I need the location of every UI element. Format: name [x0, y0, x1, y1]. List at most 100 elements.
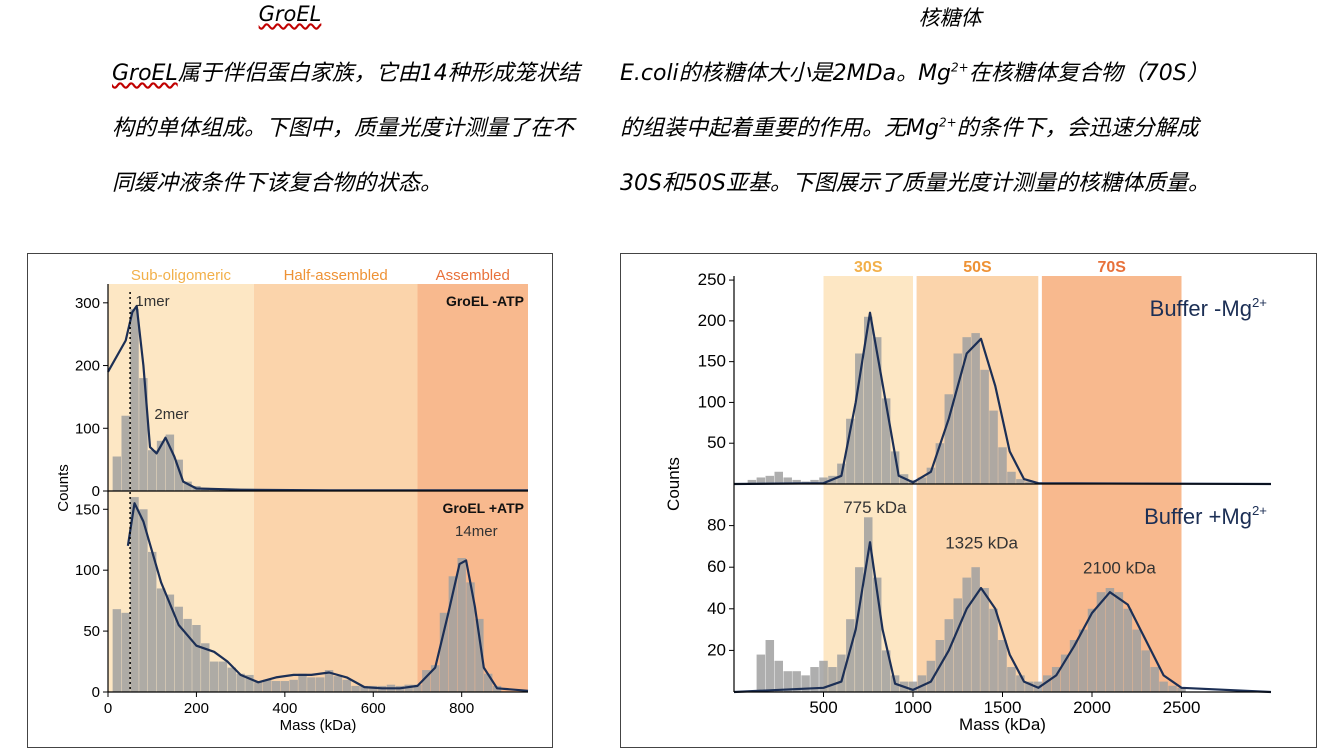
histogram-bar — [307, 677, 316, 692]
histogram-bar — [1168, 685, 1177, 692]
histogram-bar — [917, 675, 927, 692]
histogram-bar — [810, 479, 819, 484]
histogram-bar — [156, 588, 166, 692]
region-label: 50S — [963, 259, 992, 276]
y-tick-label: 250 — [698, 270, 726, 289]
subplot-label: Buffer +Mg2+ — [1144, 503, 1267, 529]
region-label: 70S — [1097, 259, 1126, 276]
histogram-bar — [1087, 608, 1097, 692]
histogram-bar — [413, 684, 422, 692]
histogram-bar — [1051, 667, 1061, 692]
y-tick-label: 0 — [92, 684, 100, 701]
ribosome-chart: 30S 50S 70S 50 100 150 200 250 Buffer -Mg2+ 20 40 6… — [664, 259, 1272, 734]
histogram-bar — [1132, 629, 1142, 692]
fit-curve — [733, 541, 1272, 694]
y-tick-label: 80 — [707, 516, 726, 535]
histogram-bar — [953, 598, 963, 692]
histogram-bar — [1159, 681, 1168, 692]
histogram-bar — [855, 567, 864, 692]
histogram-bar — [245, 674, 254, 692]
histogram-bar — [1177, 687, 1186, 692]
histogram-bar — [971, 333, 980, 484]
histogram-bar — [1123, 608, 1133, 692]
histogram-bar — [872, 577, 882, 692]
mg-superscript-2: 2+ — [938, 115, 957, 130]
histogram-bar — [872, 337, 882, 484]
x-tick-label: 2500 — [1163, 698, 1201, 717]
histogram-bar — [1150, 667, 1159, 692]
histogram-bar — [1060, 654, 1070, 692]
mg-superscript-1: 2+ — [951, 60, 969, 75]
histogram-bar — [783, 477, 792, 484]
histogram-bar — [837, 654, 846, 692]
peak-annotation: 2mer — [154, 406, 188, 423]
histogram-bar — [236, 673, 245, 692]
ribosome-figure: 30S 50S 70S 50 100 150 200 250 Buffer -Mg2+ 20 40 6… — [620, 253, 1317, 748]
left-title: GroEL — [240, 2, 340, 26]
histogram-bar — [756, 654, 766, 692]
histogram-bar — [819, 477, 828, 484]
histogram-bar — [926, 660, 936, 692]
histogram-bar — [792, 671, 801, 692]
histogram-bar — [908, 681, 918, 692]
histogram-bar — [254, 682, 263, 692]
y-tick-label: 0 — [92, 483, 100, 500]
histogram-bar — [448, 576, 458, 692]
histogram-bar — [324, 670, 334, 692]
region-label: 30S — [854, 259, 883, 276]
subplot-label: GroEL +ATP — [442, 500, 524, 516]
histogram-bar — [1016, 675, 1025, 692]
right-line1-a: E.coli的核糖体大小是2MDa。Mg — [620, 61, 952, 86]
histogram-bar — [863, 316, 873, 484]
left-para-line3: 同缓冲液条件下该复合物的状态。 — [112, 171, 443, 196]
histogram-bar — [926, 467, 936, 484]
histogram-bar — [316, 677, 325, 692]
histogram-bar — [890, 451, 900, 484]
histogram-bar — [765, 475, 775, 484]
histogram-bar — [475, 618, 484, 692]
histogram-bar — [1105, 588, 1115, 692]
groel-figure: Sub-oligomeric Half-assembled Assembled 0 10… — [27, 253, 553, 748]
histogram-bar — [1078, 629, 1088, 692]
y-axis-label: Counts — [664, 457, 683, 511]
histogram-bar — [792, 479, 801, 484]
fit-curve — [107, 304, 528, 492]
histogram-bar — [998, 447, 1007, 484]
right-para-line2: 的组装中起着重要的作用。无Mg2+的条件下，会迅速分解成 — [620, 101, 1325, 156]
left-line1-rest: 属于伴侣蛋白家族，它由14种形成笼状结 — [177, 61, 580, 86]
subplot-label: Buffer -Mg2+ — [1150, 295, 1268, 321]
groel-underlined: GroEL — [112, 61, 178, 86]
histogram-bar — [484, 673, 493, 692]
histogram-bar — [881, 650, 891, 692]
histogram-bar — [962, 577, 971, 692]
histogram-bar — [174, 606, 183, 692]
subplot-label: GroEL -ATP — [446, 293, 524, 309]
histogram-bar — [201, 643, 210, 692]
histogram-bar — [298, 673, 307, 692]
right-line1-b: 在核糖体复合物（70S） — [968, 61, 1209, 86]
histogram-bar — [989, 608, 998, 692]
histogram-bar — [404, 684, 413, 692]
groel-title-text: GroEL — [258, 2, 322, 26]
histogram-bar — [174, 459, 183, 491]
x-tick-label: 200 — [184, 700, 209, 717]
histogram-bar — [466, 582, 475, 692]
y-tick-label: 40 — [707, 599, 726, 618]
histogram-bar — [227, 667, 236, 692]
histogram-bar — [183, 618, 192, 692]
left-paragraph: GroEL属于伴侣蛋白家族，它由14种形成笼状结 构的单体组成。下图中，质量光度… — [112, 46, 582, 211]
histogram-bar — [165, 594, 175, 692]
y-tick-label: 20 — [707, 640, 726, 659]
x-tick-label: 800 — [449, 700, 474, 717]
peak-annotation: 1325 kDa — [945, 533, 1018, 552]
histogram-bar — [774, 471, 784, 484]
histogram-bar — [819, 660, 828, 692]
x-tick-label: 400 — [272, 700, 297, 717]
histogram-bar — [457, 558, 466, 692]
mg-superscript: 2+ — [1252, 295, 1267, 310]
y-axis-label: Counts — [55, 464, 72, 512]
histogram-bar — [165, 434, 175, 491]
histogram-bar — [1096, 592, 1106, 692]
histogram-bar — [289, 679, 298, 692]
histogram-bar — [989, 410, 998, 484]
